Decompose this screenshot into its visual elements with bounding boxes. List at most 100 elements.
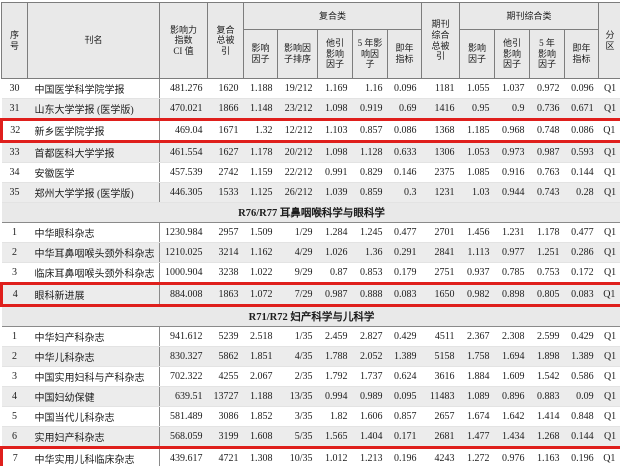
journal-total-cites-cell: 3616: [421, 366, 460, 387]
journal-if-cell: 1.272: [459, 446, 495, 466]
journal-immediacy-cell: 0.28: [564, 182, 599, 203]
composite-total-cites-cell: 2742: [207, 162, 244, 183]
journal-total-cites-cell: 4511: [421, 326, 460, 347]
ci-value-cell: 568.059: [159, 426, 208, 448]
composite-if-cell: 1.022: [243, 262, 278, 284]
serial-cell: 6: [1, 426, 28, 448]
section-label: R76/R77 耳鼻咽喉科学与眼科学: [1, 202, 620, 223]
journal-total-cites-cell: 5158: [421, 346, 460, 367]
serial-cell: 4: [0, 282, 28, 307]
composite-immediacy-cell: 0.179: [387, 262, 422, 284]
composite-immediacy-cell: 0.196: [387, 446, 422, 466]
composite-immediacy-cell: 0.095: [387, 386, 422, 407]
composite-total-cites-cell: 5239: [207, 326, 244, 347]
journal-5yr-if-cell: 1.251: [529, 242, 565, 263]
composite-if-cell: 1.188: [243, 386, 278, 407]
composite-if-cell: 1.072: [243, 282, 278, 307]
composite-if-rank-cell: 12/212: [277, 118, 318, 143]
composite-immediacy-cell: 0.624: [387, 366, 422, 387]
journal-row: 1 中华妇产科杂志 941.612 5239 2.518 1/35 2.459 2.827 0.…: [1, 326, 620, 347]
table-header: 序 号 刊名 影响力 指数 CI 值 复合 总被 引 复合类 期刊 综合 总被 …: [1, 2, 620, 79]
journal-other-if-cell: 0.9: [494, 98, 530, 120]
col-header-journal-5yr-if: 5 年 影响 因子: [529, 29, 566, 79]
journal-other-if-cell: 2.308: [494, 326, 530, 347]
journal-row: 4 中国妇幼保健 639.51 13727 1.188 13/35 0.994 0.989 0.…: [1, 386, 620, 407]
composite-total-cites-cell: 13727: [207, 386, 244, 407]
journal-5yr-if-cell: 0.748: [529, 118, 565, 143]
composite-if-rank-cell: 13/35: [277, 386, 318, 407]
composite-other-if-cell: 1.284: [317, 222, 353, 243]
journal-if-cell: 1.185: [459, 118, 495, 143]
journal-5yr-if-cell: 0.987: [529, 141, 565, 163]
composite-if-cell: 2.067: [243, 366, 278, 387]
composite-5yr-if-cell: 1.404: [352, 426, 388, 448]
journal-immediacy-cell: 0.196: [564, 446, 599, 466]
composite-total-cites-cell: 5862: [207, 346, 244, 367]
composite-total-cites-cell: 3199: [207, 426, 244, 448]
composite-other-if-cell: 0.87: [317, 262, 353, 284]
composite-other-if-cell: 0.987: [317, 282, 353, 307]
section-label: R71/R72 妇产科学与儿科学: [1, 305, 620, 327]
journal-5yr-if-cell: 1.163: [529, 446, 565, 466]
composite-5yr-if-cell: 0.859: [352, 182, 388, 203]
journal-other-if-cell: 1.231: [494, 222, 530, 243]
journal-row: 31 山东大学学报 (医学版) 470.021 1866 1.148 23/212 1.09…: [1, 98, 620, 120]
composite-total-cites-cell: 1863: [207, 282, 244, 307]
journal-immediacy-cell: 0.083: [564, 282, 599, 307]
composite-5yr-if-cell: 1.16: [352, 78, 388, 99]
composite-other-if-cell: 1.098: [317, 141, 353, 163]
journal-if-cell: 1.085: [459, 162, 495, 183]
section-header-row: R76/R77 耳鼻咽喉科学与眼科学: [1, 202, 620, 223]
ci-value-cell: 639.51: [159, 386, 208, 407]
journal-5yr-if-cell: 1.414: [529, 406, 565, 427]
composite-if-cell: 1.125: [243, 182, 278, 203]
col-group-composite: 复合类: [242, 2, 423, 30]
journal-row: 30 中国医学科学院学报 481.276 1620 1.188 19/212 1.169 1.…: [1, 78, 620, 99]
ci-value-cell: 439.617: [159, 446, 208, 466]
composite-other-if-cell: 1.169: [317, 78, 353, 99]
ci-value-cell: 830.327: [159, 346, 208, 367]
journal-total-cites-cell: 2657: [421, 406, 460, 427]
journal-other-if-cell: 0.916: [494, 162, 530, 183]
journal-if-cell: 1.053: [459, 141, 495, 163]
journal-if-cell: 1.884: [459, 366, 495, 387]
journal-immediacy-cell: 0.586: [564, 366, 599, 387]
composite-if-rank-cell: 10/35: [277, 446, 318, 466]
composite-immediacy-cell: 0.096: [387, 78, 422, 99]
composite-if-cell: 1.308: [243, 446, 278, 466]
composite-other-if-cell: 1.788: [317, 346, 353, 367]
journal-5yr-if-cell: 0.805: [529, 282, 565, 307]
journal-if-cell: 1.03: [459, 182, 495, 203]
ci-value-cell: 1210.025: [159, 242, 208, 263]
col-header-composite-other-if: 他引 影响 因子: [317, 29, 353, 79]
composite-immediacy-cell: 0.69: [387, 98, 422, 120]
composite-if-rank-cell: 22/212: [277, 162, 318, 183]
journal-immediacy-cell: 0.593: [564, 141, 599, 163]
journal-name-cell: 临床耳鼻咽喉头颈外科杂志: [27, 262, 160, 284]
journal-row: 2 中华耳鼻咽喉头颈外科杂志 1210.025 3214 1.162 4/29 1.026 1…: [1, 242, 620, 263]
quartile-cell: Q1: [598, 222, 620, 243]
ci-value-cell: 702.322: [159, 366, 208, 387]
journal-5yr-if-cell: 0.753: [529, 262, 565, 284]
serial-cell: 35: [1, 182, 28, 203]
journal-total-cites-cell: 1306: [421, 141, 460, 163]
journal-other-if-cell: 0.968: [494, 118, 530, 143]
journal-5yr-if-cell: 0.972: [529, 78, 565, 99]
quartile-cell: Q1: [598, 262, 620, 284]
journal-name-cell: 郑州大学学报 (医学版): [27, 182, 160, 203]
serial-cell: 7: [0, 446, 28, 466]
journal-immediacy-cell: 0.096: [564, 78, 599, 99]
journal-immediacy-cell: 0.09: [564, 386, 599, 407]
journal-5yr-if-cell: 2.599: [529, 326, 565, 347]
serial-cell: 32: [0, 118, 28, 143]
composite-5yr-if-cell: 1.737: [352, 366, 388, 387]
composite-immediacy-cell: 0.146: [387, 162, 422, 183]
composite-if-rank-cell: 23/212: [277, 98, 318, 120]
journal-immediacy-cell: 0.144: [564, 162, 599, 183]
journal-if-cell: 1.758: [459, 346, 495, 367]
serial-cell: 3: [1, 262, 28, 284]
ci-value-cell: 470.021: [159, 98, 208, 120]
composite-immediacy-cell: 0.083: [387, 282, 422, 307]
journal-if-cell: 1.113: [459, 242, 495, 263]
